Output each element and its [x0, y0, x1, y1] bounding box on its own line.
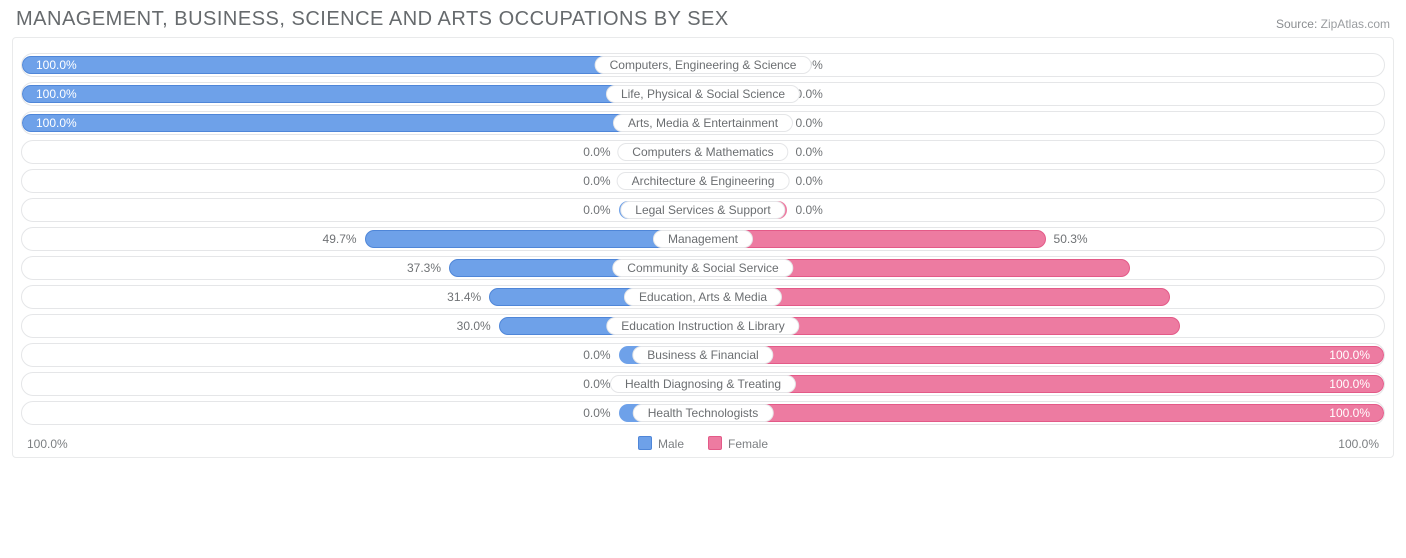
chart-title: MANAGEMENT, BUSINESS, SCIENCE AND ARTS O…	[16, 8, 729, 31]
female-value: 0.0%	[787, 199, 830, 221]
chart-row: 31.4% 68.6% Education, Arts & Media	[21, 285, 1385, 309]
female-bar	[703, 230, 1046, 248]
category-label: Management	[653, 230, 753, 248]
category-label: Life, Physical & Social Science	[606, 85, 800, 103]
female-value: 0.0%	[787, 112, 830, 134]
chart-row: 49.7% 50.3% Management	[21, 227, 1385, 251]
chart-header: MANAGEMENT, BUSINESS, SCIENCE AND ARTS O…	[12, 8, 1394, 37]
male-value: 100.0%	[28, 83, 85, 105]
male-value: 0.0%	[575, 344, 618, 366]
category-label: Education Instruction & Library	[606, 317, 799, 335]
female-value: 100.0%	[1321, 402, 1378, 424]
chart-legend: Male Female	[638, 436, 768, 451]
female-value: 70.0%	[1328, 315, 1378, 337]
category-label: Computers, Engineering & Science	[595, 56, 812, 74]
chart-row: 100.0%0.0%Life, Physical & Social Scienc…	[21, 82, 1385, 106]
female-value: 0.0%	[787, 141, 830, 163]
axis-left-label: 100.0%	[27, 437, 68, 451]
category-label: Architecture & Engineering	[617, 172, 790, 190]
male-value: 100.0%	[28, 112, 85, 134]
source-value: ZipAtlas.com	[1321, 17, 1390, 31]
female-value: 50.3%	[1046, 228, 1096, 250]
chart-row: 0.0% 0.0%Legal Services & Support	[21, 198, 1385, 222]
male-bar	[22, 114, 703, 132]
legend-swatch-female	[708, 436, 722, 450]
female-value: 62.7%	[1328, 257, 1378, 279]
category-label: Computers & Mathematics	[617, 143, 788, 161]
male-value: 0.0%	[575, 402, 618, 424]
category-label: Education, Arts & Media	[624, 288, 782, 306]
chart-row: 0.0% 100.0% Business & Financial	[21, 343, 1385, 367]
male-bar	[22, 85, 703, 103]
legend-item-female: Female	[708, 436, 768, 451]
category-label: Health Diagnosing & Treating	[610, 375, 796, 393]
male-value: 31.4%	[439, 286, 489, 308]
source-label: Source:	[1276, 17, 1317, 31]
category-label: Arts, Media & Entertainment	[613, 114, 793, 132]
female-value: 0.0%	[787, 170, 830, 192]
female-bar	[703, 346, 1384, 364]
chart-row: 0.0%100.0%Health Diagnosing & Treating	[21, 372, 1385, 396]
chart-row: 0.0% 0.0%Computers & Mathematics	[21, 140, 1385, 164]
male-value: 37.3%	[399, 257, 449, 279]
legend-label-male: Male	[658, 437, 684, 451]
male-value: 0.0%	[575, 141, 618, 163]
chart-row: 0.0% 0.0%Architecture & Engineering	[21, 169, 1385, 193]
male-value: 0.0%	[575, 170, 618, 192]
category-label: Community & Social Service	[612, 259, 793, 277]
female-value: 100.0%	[1321, 344, 1378, 366]
female-bar	[703, 404, 1384, 422]
chart-source: Source: ZipAtlas.com	[1276, 17, 1390, 31]
chart-row: 100.0%0.0%Computers, Engineering & Scien…	[21, 53, 1385, 77]
male-value: 100.0%	[28, 54, 85, 76]
axis-right-label: 100.0%	[1338, 437, 1379, 451]
female-bar	[703, 375, 1384, 393]
chart-row: 0.0% 100.0% Health Technologists	[21, 401, 1385, 425]
chart-row: 100.0% 0.0%Arts, Media & Entertainment	[21, 111, 1385, 135]
female-value: 100.0%	[1321, 373, 1378, 395]
category-label: Business & Financial	[632, 346, 773, 364]
legend-item-male: Male	[638, 436, 684, 451]
legend-label-female: Female	[728, 437, 768, 451]
chart-axis: 100.0% Male Female 100.0%	[21, 430, 1385, 451]
male-value: 49.7%	[315, 228, 365, 250]
chart-row: 37.3% 62.7% Community & Social Service	[21, 256, 1385, 280]
occupations-by-sex-chart: 100.0% 0.0% Computers, Engineering & Scien…	[12, 37, 1394, 458]
female-value: 68.6%	[1328, 286, 1378, 308]
category-label: Legal Services & Support	[620, 201, 785, 219]
chart-row: 30.0% 70.0% Education Instruction & Librar…	[21, 314, 1385, 338]
male-value: 0.0%	[575, 199, 618, 221]
male-value: 30.0%	[449, 315, 499, 337]
legend-swatch-male	[638, 436, 652, 450]
category-label: Health Technologists	[633, 404, 774, 422]
